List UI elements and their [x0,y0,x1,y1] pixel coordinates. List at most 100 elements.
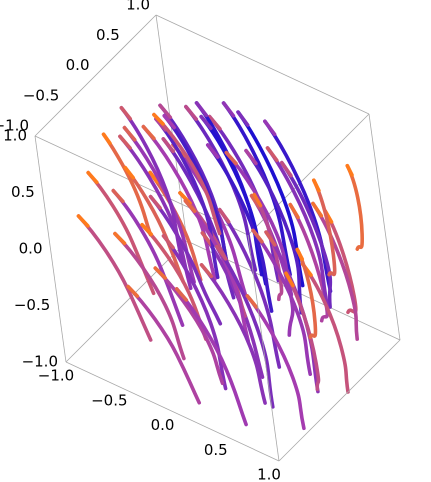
y-tick-label-2: 0.0 [66,56,90,74]
streamline-2-tail [148,170,159,184]
streamline-53 [345,163,364,251]
streamline-48 [152,112,222,236]
streamline-7-tail [118,134,132,150]
streamline-9-tail [184,104,198,121]
box-edge [247,234,280,462]
streamline-13-tail [221,101,236,118]
streamline-26 [200,231,265,379]
streamline-16-tail [236,110,250,127]
streamlines [76,101,364,431]
streamline-42 [215,244,275,409]
streamline-6 [171,142,248,298]
streamline-50 [300,262,350,394]
streamline-43 [153,266,225,386]
box-edge [34,135,249,236]
streamline-17 [263,119,333,293]
streamline-44-tail [199,263,214,279]
streamline-25-tail [148,194,162,210]
z-tick-label-0: −1.0 [22,353,58,371]
streamline-22-tail [288,202,300,220]
streamline-30-tail [265,146,279,163]
streamline-27-tail [76,214,90,228]
y-tick-label-0: −1.0 [0,117,29,135]
streamline-46 [126,284,201,405]
streamline-7 [118,134,193,291]
streamline-42-tail [215,244,228,261]
streamline-26-tail [200,231,213,247]
streamline-8-tail [158,103,173,120]
streamline-45-tail [245,294,259,309]
box-edge [278,339,401,462]
box-edge [368,113,401,341]
box-edge [34,135,67,363]
streamline-46-tail [126,284,140,298]
box-edge [34,14,157,137]
y-tick-label-1: −0.5 [23,86,59,104]
x-tick-label-0: −1.0 [38,367,74,385]
streamline-38-tail [264,230,277,247]
streamline-18-tail [206,143,220,159]
bounding-box-front-edges [65,234,401,462]
streamline-12-tail [194,101,209,118]
streamline-32 [119,106,184,260]
streamline-20 [280,160,333,309]
streamline-52 [295,247,318,340]
streamline-11-tail [162,113,176,130]
streamline-0 [101,132,153,237]
streamline-41-tail [161,234,175,250]
bounding-box-back-edges [34,14,401,363]
streamline-15-tail [199,114,213,131]
streamline-19 [244,148,304,315]
streamline-43-tail [153,266,167,280]
streamline-29-tail [224,150,238,166]
streamline-35-tail [140,223,153,237]
streamline-5-tail [141,124,156,141]
box-edge [65,361,280,462]
streamline-24 [111,188,185,327]
streamline-27 [76,214,153,342]
streamline-24-tail [111,188,125,204]
box-edge [155,14,370,115]
streamline-36 [183,199,250,343]
streamline-1-tail [123,165,135,180]
streamline-40-tail [113,231,127,246]
streamline-39 [284,271,321,392]
streamline-40 [113,231,186,361]
streamline-34-tail [252,192,263,208]
streamline-25 [148,194,223,326]
streamline-19-tail [244,148,258,166]
box-edge [65,240,188,363]
streamline-14-tail [161,137,175,154]
streamline-39-tail [284,271,295,288]
tick-labels: −1.0−0.50.00.51.0−1.0−0.50.00.51.0−1.0−0… [0,0,281,482]
z-tick-label-2: 0.0 [19,240,43,258]
z-tick-label-3: 0.5 [11,183,35,201]
streamline-17-tail [263,119,277,137]
streamline-51-tail [312,178,321,193]
streamline-3-tail [86,170,99,185]
streamline-31 [311,201,359,341]
streamline-32-tail [119,106,132,121]
streamline-23 [323,209,358,315]
streamline-53-tail [345,163,354,177]
streamline-37 [217,207,282,369]
streamline-20-tail [280,160,293,178]
streamline-31-tail [311,201,324,218]
z-tick-label-4: 1.0 [3,127,27,145]
streamline-4-tail [122,125,137,142]
streamline-30 [265,146,330,310]
streamline-51 [312,178,337,277]
x-tick-label-3: 0.5 [204,441,228,459]
x-tick-label-4: 1.0 [257,466,281,482]
streamline-49-tail [251,228,264,244]
streamline-47-tail [174,287,189,302]
streamline-2 [148,170,203,282]
streamline-28-tail [178,191,192,205]
streamline-0-tail [101,132,112,145]
streamline-37-tail [217,207,231,224]
streamline-47 [174,287,248,427]
streamline-33 [154,117,220,280]
y-tick-label-3: 0.5 [96,26,120,44]
streamline-49 [251,228,312,376]
streamline-36-tail [183,199,197,214]
